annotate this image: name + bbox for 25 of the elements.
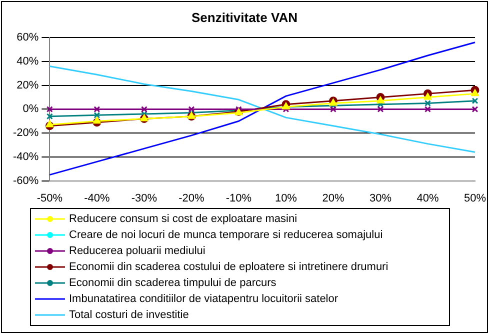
x-tick-label: -30% xyxy=(131,192,158,204)
y-tick-label: 40% xyxy=(16,56,39,68)
y-tick-label: 60% xyxy=(16,32,39,44)
legend-label: Creare de noi locuri de munca temporare si reducerea somajului xyxy=(69,229,383,241)
legend-label: Economii din scaderea timpului de parcurs xyxy=(69,277,276,289)
legend-label: Reducere consum si cost de exploatare masini xyxy=(69,213,298,225)
y-tick-label: -20% xyxy=(12,127,39,140)
y-tick-label: 0% xyxy=(22,103,39,116)
y-tick-label: -60% xyxy=(12,174,39,187)
x-tick-label: -20% xyxy=(178,192,205,204)
x-tick-label: -10% xyxy=(226,192,252,204)
x-tick-label: -40% xyxy=(84,192,110,204)
x-tick-label: -50% xyxy=(36,192,63,204)
y-tick-label: -40% xyxy=(12,150,39,163)
x-tick-label: 20% xyxy=(322,192,344,204)
x-tick-label: 10% xyxy=(274,192,298,204)
chart-title: Senzitivitate VAN xyxy=(190,10,298,25)
legend-label: Economii din scaderea costului de eploatere si intretinere drumuri xyxy=(69,261,388,273)
legend-label: Total costuri de investitie xyxy=(69,309,189,321)
legend-label: Reducerea poluarii mediului xyxy=(69,245,206,257)
y-tick-label: 20% xyxy=(16,79,39,92)
x-tick-label: 50% xyxy=(464,192,486,204)
x-tick-label: 40% xyxy=(416,192,439,204)
x-tick-label: 30% xyxy=(369,192,392,204)
legend-label: Imbunatatirea conditiilor de viatapentru locuitorii satelor xyxy=(69,293,338,305)
